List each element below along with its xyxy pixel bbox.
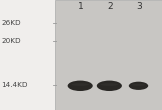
Text: 20KD: 20KD — [2, 38, 21, 44]
Text: 1: 1 — [78, 2, 84, 11]
Ellipse shape — [101, 83, 118, 86]
Text: 2: 2 — [107, 2, 113, 11]
Text: 3: 3 — [136, 2, 142, 11]
Ellipse shape — [68, 81, 93, 91]
Text: 14.4KD: 14.4KD — [2, 82, 28, 88]
Ellipse shape — [97, 81, 122, 91]
Ellipse shape — [132, 84, 145, 86]
Ellipse shape — [129, 82, 148, 90]
Ellipse shape — [71, 83, 89, 86]
FancyBboxPatch shape — [55, 0, 162, 110]
Text: 26KD: 26KD — [2, 20, 21, 26]
